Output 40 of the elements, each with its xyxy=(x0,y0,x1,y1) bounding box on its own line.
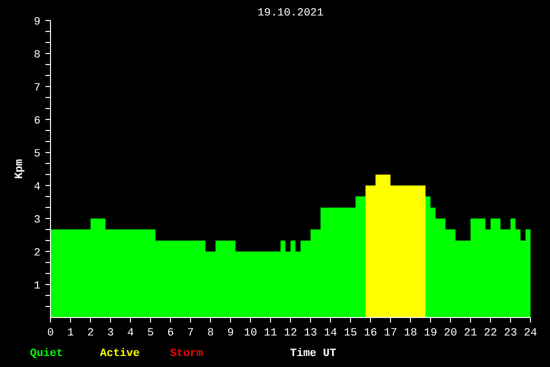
x-tick-label: 2 xyxy=(87,328,94,340)
x-tick-label: 24 xyxy=(524,328,538,340)
y-axis-title: Kpm xyxy=(14,158,26,179)
y-tick-label: 6 xyxy=(34,116,41,128)
x-tick-label: 22 xyxy=(484,328,498,340)
x-tick-label: 9 xyxy=(227,328,234,340)
x-tick-label: 18 xyxy=(404,328,418,340)
x-tick-label: 21 xyxy=(464,328,478,340)
x-tick-label: 5 xyxy=(147,328,154,340)
y-tick-label: 3 xyxy=(34,214,41,226)
x-tick-label: 23 xyxy=(504,328,518,340)
x-tick-label: 20 xyxy=(444,328,458,340)
x-tick-label: 10 xyxy=(244,328,258,340)
y-tick-label: 2 xyxy=(34,248,41,260)
text: Quiet xyxy=(30,347,64,362)
x-tick-label: 0 xyxy=(47,328,54,340)
x-tick-label: 4 xyxy=(127,328,134,340)
x-tick-label: 11 xyxy=(264,328,278,340)
legend-label: Storm xyxy=(170,347,204,362)
x-tick-label: 7 xyxy=(187,328,194,340)
text: Active xyxy=(100,347,140,362)
x-tick-label: 16 xyxy=(364,328,378,340)
y-tick-label: 5 xyxy=(34,148,41,160)
x-axis-title: Time UT xyxy=(290,347,336,362)
y-tick-label: 1 xyxy=(34,280,41,292)
x-tick-label: 6 xyxy=(167,328,174,340)
x-tick-label: 12 xyxy=(284,328,298,340)
x-tick-label: 17 xyxy=(384,328,398,340)
y-tick-label: 9 xyxy=(34,16,41,28)
x-tick-label: 14 xyxy=(324,328,338,340)
x-tick-label: 8 xyxy=(207,328,214,340)
x-tick-label: 3 xyxy=(107,328,114,340)
y-tick-label: 8 xyxy=(34,50,41,62)
x-tick-label: 13 xyxy=(304,328,318,340)
y-tick-label: 4 xyxy=(34,182,41,194)
x-tick-label: 19 xyxy=(424,328,438,340)
x-tick-label: 1 xyxy=(67,328,74,340)
chart-title: 19.10.2021 xyxy=(257,8,324,20)
y-tick-label: 7 xyxy=(34,82,41,94)
x-tick-label: 15 xyxy=(344,328,358,340)
